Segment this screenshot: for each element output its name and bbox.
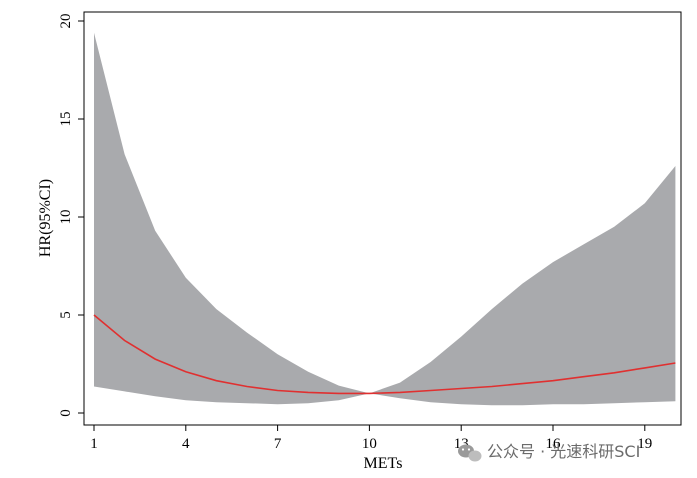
x-tick-label: 16 <box>546 436 562 452</box>
x-tick-label: 4 <box>182 436 190 452</box>
ci-band <box>94 32 676 406</box>
x-tick-label: 7 <box>274 436 282 452</box>
x-tick-label: 1 <box>90 436 98 452</box>
wechat-icon <box>458 444 482 462</box>
y-tick-label: 20 <box>58 14 74 29</box>
x-tick-label: 10 <box>362 436 377 452</box>
y-tick-label: 5 <box>58 311 74 319</box>
y-ticks: 0 5 10 15 20 <box>58 14 84 417</box>
y-tick-label: 15 <box>58 112 74 127</box>
hr-line <box>93 314 676 395</box>
plot-frame <box>83 11 682 426</box>
x-axis-title: METs <box>364 455 403 472</box>
hr-line-layer <box>93 314 676 395</box>
y-tick-label: 0 <box>58 409 74 417</box>
watermark: 公众号 · 光速科研SCI <box>458 442 640 462</box>
x-ticks: 1 4 7 10 13 16 19 <box>90 425 652 452</box>
y-axis-title: HR(95%CI) <box>37 179 54 257</box>
y-tick-label: 10 <box>58 210 74 225</box>
ci-band-layer <box>94 32 676 406</box>
x-tick-label: 19 <box>637 436 652 452</box>
watermark-text: 公众号 · 光速科研SCI <box>487 442 640 461</box>
